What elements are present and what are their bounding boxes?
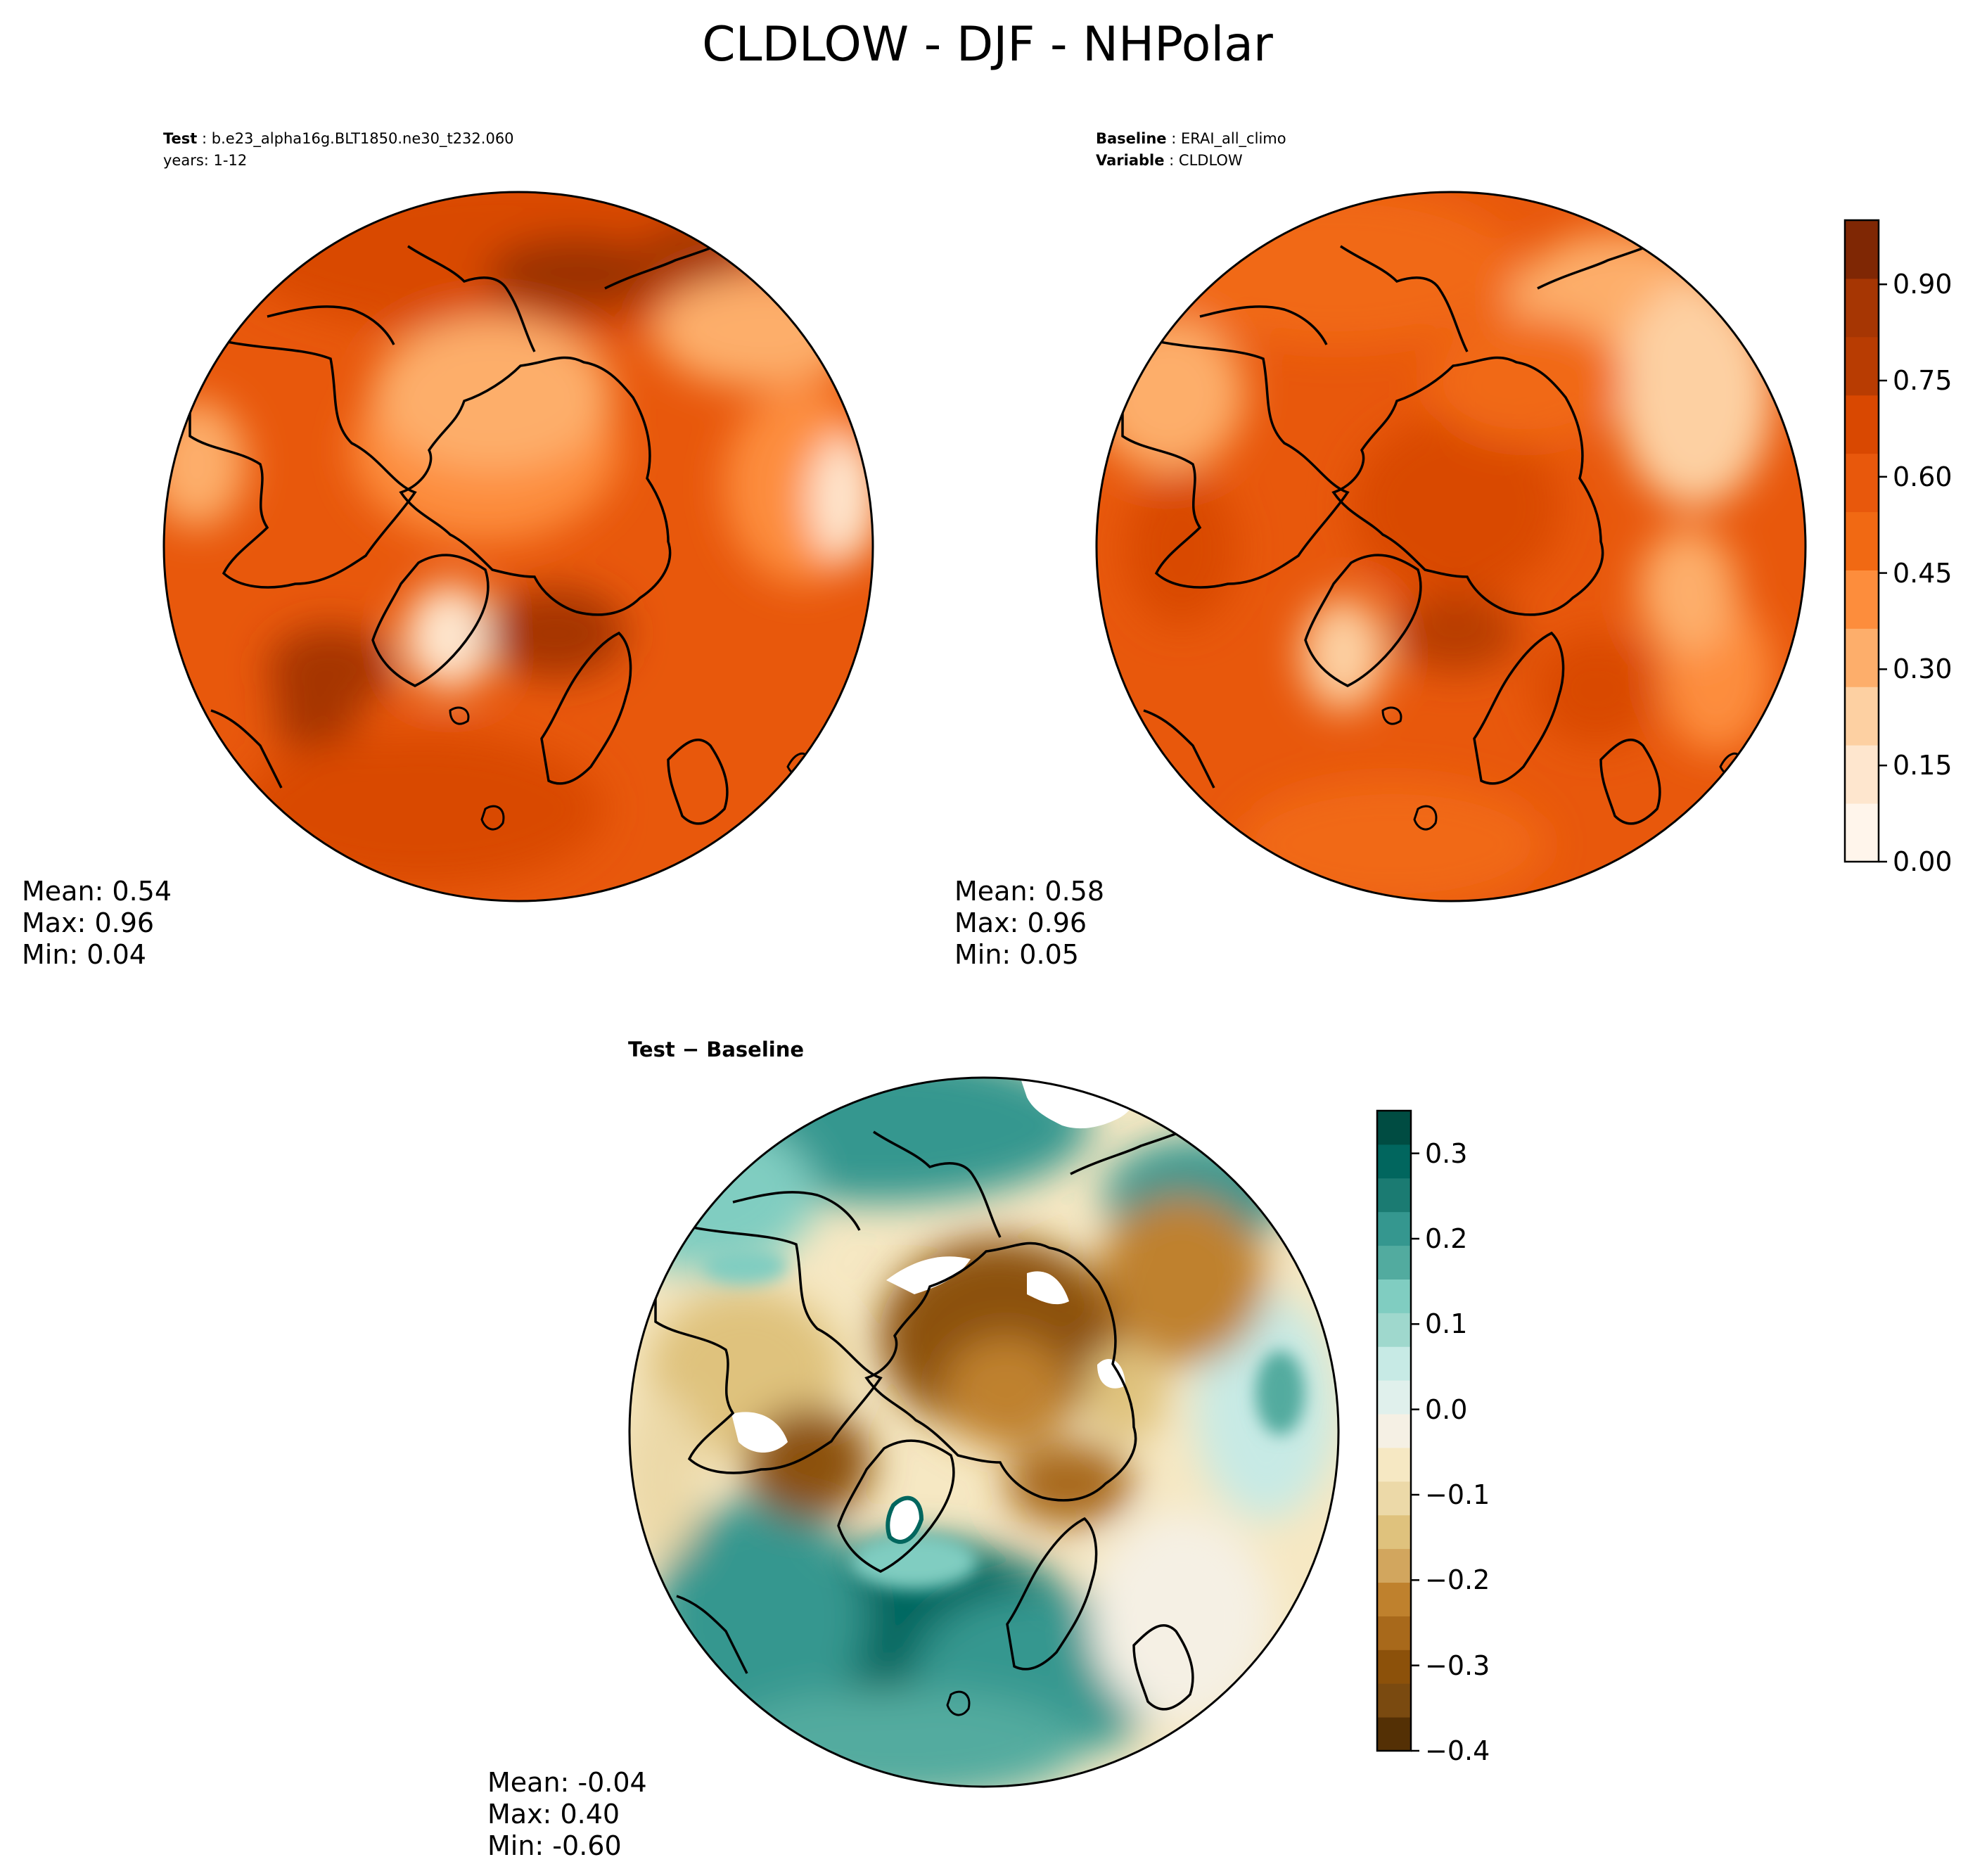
difference-map — [628, 1076, 1340, 1788]
main-colorbar-tick-label: 0.90 — [1893, 269, 1952, 300]
difference-colorbar-segment — [1377, 1548, 1411, 1583]
test-min: Min: 0.04 — [22, 939, 146, 970]
baseline-max: Max: 0.96 — [954, 907, 1087, 938]
difference-colorbar-segment — [1377, 1514, 1411, 1550]
difference-map-field — [629, 1078, 1338, 1787]
difference-colorbar-segment — [1377, 1279, 1411, 1313]
baseline-mean: Mean: 0.58 — [954, 876, 1105, 907]
baseline-label: Baseline — [1096, 130, 1167, 147]
difference-colorbar-segment — [1377, 1211, 1411, 1246]
main-colorbar-tick-label: 0.45 — [1893, 557, 1952, 589]
difference-colorbar-tick-label: −0.3 — [1425, 1650, 1490, 1681]
main-colorbar — [1843, 219, 1887, 863]
main-colorbar-tick-label: 0.75 — [1893, 365, 1952, 396]
difference-colorbar-tick-label: 0.0 — [1425, 1393, 1468, 1425]
difference-colorbar-tick-label: −0.1 — [1425, 1479, 1490, 1510]
main-colorbar-segment — [1845, 220, 1879, 279]
difference-colorbar-segment — [1377, 1683, 1411, 1718]
difference-stats: Mean: -0.04 Max: 0.40 Min: -0.60 — [487, 1767, 647, 1862]
difference-colorbar-segment — [1377, 1346, 1411, 1381]
difference-colorbar-segment — [1377, 1650, 1411, 1684]
test-panel-header: Test : b.e23_alpha16g.BLT1850.ne30_t232.… — [163, 128, 514, 172]
main-colorbar-segment — [1845, 395, 1879, 454]
variable-label: Variable — [1096, 152, 1165, 169]
main-colorbar-segment — [1845, 745, 1879, 804]
main-colorbar-frame — [1843, 219, 1880, 863]
difference-colorbar-segment — [1377, 1313, 1411, 1347]
test-map — [162, 191, 874, 902]
baseline-stats: Mean: 0.58 Max: 0.96 Min: 0.05 — [954, 876, 1104, 971]
main-colorbar-segment — [1845, 336, 1879, 396]
main-colorbar-segment — [1845, 803, 1879, 862]
difference-min: Min: -0.60 — [487, 1830, 622, 1861]
main-colorbar-tick-label: 0.30 — [1893, 653, 1952, 685]
test-map-field — [164, 192, 873, 901]
difference-colorbar-segment — [1377, 1245, 1411, 1280]
test-label: Test — [163, 130, 198, 147]
main-colorbar-segment — [1845, 511, 1879, 570]
main-colorbar-segment — [1845, 453, 1879, 513]
difference-mean: Mean: -0.04 — [487, 1767, 647, 1798]
difference-colorbar-tick-label: −0.2 — [1425, 1564, 1490, 1596]
difference-colorbar-segment — [1377, 1616, 1411, 1650]
difference-colorbar-segment — [1377, 1111, 1411, 1145]
difference-colorbar-segment — [1377, 1582, 1411, 1616]
difference-colorbar-tick-label: 0.2 — [1425, 1223, 1468, 1254]
difference-colorbar-frame — [1376, 1109, 1412, 1752]
main-colorbar-segment — [1845, 687, 1879, 746]
difference-colorbar-tick-label: −0.4 — [1425, 1735, 1490, 1766]
test-case-name: b.e23_alpha16g.BLT1850.ne30_t232.060 — [211, 130, 514, 147]
test-years: years: 1-12 — [163, 152, 248, 169]
difference-colorbar-tick-label: 0.3 — [1425, 1137, 1468, 1169]
test-mean: Mean: 0.54 — [22, 876, 172, 907]
main-colorbar-tick-label: 0.15 — [1893, 750, 1952, 781]
difference-colorbar-segment — [1377, 1717, 1411, 1751]
difference-colorbar-segment — [1377, 1178, 1411, 1213]
difference-colorbar-segment — [1377, 1481, 1411, 1516]
baseline-panel-header: Baseline : ERAI_all_climo Variable : CLD… — [1096, 130, 1286, 169]
test-stats: Mean: 0.54 Max: 0.96 Min: 0.04 — [22, 876, 172, 971]
difference-colorbar-segment — [1377, 1447, 1411, 1482]
main-colorbar-segment — [1845, 628, 1879, 687]
difference-title: Test − Baseline — [628, 1038, 805, 1061]
difference-colorbar — [1376, 1109, 1419, 1752]
difference-colorbar-tick-label: 0.1 — [1425, 1308, 1468, 1340]
difference-colorbar-segment — [1377, 1414, 1411, 1448]
difference-colorbar-segment — [1377, 1144, 1411, 1179]
variable-name: CLDLOW — [1178, 152, 1243, 169]
figure-title: CLDLOW - DJF - NHPolar — [702, 17, 1273, 72]
baseline-map-field — [1097, 192, 1805, 901]
baseline-min: Min: 0.05 — [954, 939, 1079, 970]
difference-colorbar-segment — [1377, 1380, 1411, 1415]
main-colorbar-segment — [1845, 278, 1879, 338]
difference-max: Max: 0.40 — [487, 1799, 620, 1830]
baseline-map — [1095, 191, 1807, 902]
test-max: Max: 0.96 — [22, 907, 155, 938]
main-colorbar-segment — [1845, 570, 1879, 629]
baseline-case-name: ERAI_all_climo — [1180, 130, 1286, 147]
main-colorbar-tick-label: 0.00 — [1893, 846, 1952, 877]
main-colorbar-tick-label: 0.60 — [1893, 461, 1952, 492]
